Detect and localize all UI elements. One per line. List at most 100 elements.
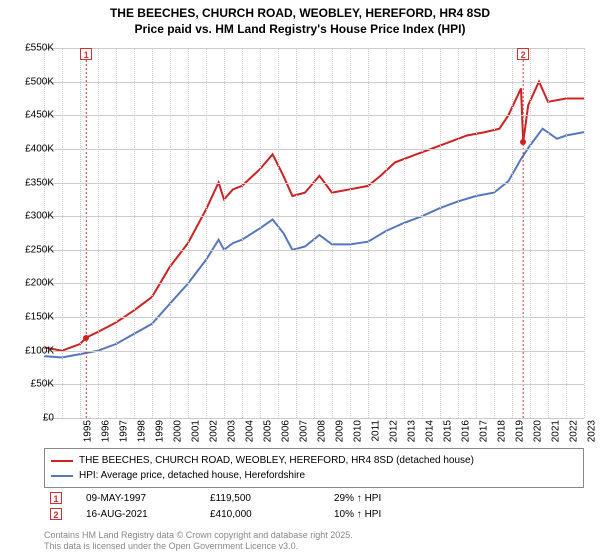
legend-label-hpi: HPI: Average price, detached house, Here… — [79, 468, 305, 483]
x-axis-label: 1995 — [83, 420, 94, 442]
y-axis-label: £500K — [14, 76, 54, 87]
event-dot — [520, 139, 526, 145]
gridline-v — [530, 48, 531, 418]
gridline-v — [584, 48, 585, 418]
y-axis-label: £450K — [14, 110, 54, 121]
gridline-v — [350, 48, 351, 418]
x-axis-label: 2018 — [497, 420, 508, 442]
gridline-v — [512, 48, 513, 418]
x-axis-label: 2004 — [245, 420, 256, 442]
x-axis-label: 2006 — [281, 420, 292, 442]
gridline-v — [566, 48, 567, 418]
x-axis-label: 2008 — [317, 420, 328, 442]
gridline-v — [206, 48, 207, 418]
event-delta-2: 10% ↑ HPI — [334, 509, 381, 520]
x-axis-label: 2011 — [371, 420, 382, 442]
x-axis-label: 1999 — [155, 420, 166, 442]
x-axis-label: 2014 — [425, 420, 436, 442]
y-axis-label: £550K — [14, 43, 54, 54]
x-axis-label: 2003 — [227, 420, 238, 442]
gridline-v — [116, 48, 117, 418]
gridline-v — [62, 48, 63, 418]
event-date-1: 09-MAY-1997 — [86, 493, 186, 504]
legend-label-price-paid: THE BEECHES, CHURCH ROAD, WEOBLEY, HEREF… — [79, 453, 474, 468]
gridline-v — [296, 48, 297, 418]
y-axis-label: £400K — [14, 143, 54, 154]
footnote-line1: Contains HM Land Registry data © Crown c… — [44, 530, 584, 541]
event-marker-1: 1 — [50, 492, 62, 504]
gridline-h — [44, 418, 584, 419]
x-axis-label: 2022 — [569, 420, 580, 442]
gridline-v — [80, 48, 81, 418]
x-axis-label: 2002 — [209, 420, 220, 442]
legend-row-price-paid: THE BEECHES, CHURCH ROAD, WEOBLEY, HEREF… — [51, 453, 577, 468]
gridline-v — [98, 48, 99, 418]
event-date-2: 16-AUG-2021 — [86, 509, 186, 520]
y-axis-label: £200K — [14, 278, 54, 289]
x-axis-label: 2001 — [191, 420, 202, 442]
chart-plot-area: 1995199619971998199920002001200220032004… — [44, 48, 584, 418]
x-axis-label: 2012 — [389, 420, 400, 442]
gridline-v — [170, 48, 171, 418]
footnote: Contains HM Land Registry data © Crown c… — [44, 530, 584, 552]
title-line2: Price paid vs. HM Land Registry's House … — [0, 22, 600, 38]
x-axis-label: 2019 — [515, 420, 526, 442]
gridline-v — [224, 48, 225, 418]
event-top-marker: 1 — [80, 48, 92, 60]
gridline-v — [494, 48, 495, 418]
x-axis-label: 2015 — [443, 420, 454, 442]
x-axis-label: 2023 — [587, 420, 598, 442]
gridline-v — [458, 48, 459, 418]
event-marker-2: 2 — [50, 508, 62, 520]
gridline-v — [440, 48, 441, 418]
x-axis-label: 2005 — [263, 420, 274, 442]
x-axis-label: 2013 — [407, 420, 418, 442]
y-axis-label: £150K — [14, 312, 54, 323]
gridline-v — [548, 48, 549, 418]
chart-title: THE BEECHES, CHURCH ROAD, WEOBLEY, HEREF… — [0, 0, 600, 37]
event-delta-1: 29% ↑ HPI — [334, 493, 381, 504]
gridline-v — [260, 48, 261, 418]
gridline-v — [404, 48, 405, 418]
legend-swatch-hpi — [51, 475, 73, 477]
events-table: 1 09-MAY-1997 £119,500 29% ↑ HPI 2 16-AU… — [44, 490, 584, 522]
y-axis-label: £100K — [14, 345, 54, 356]
gridline-v — [386, 48, 387, 418]
x-axis-label: 1998 — [137, 420, 148, 442]
x-axis-label: 1996 — [101, 420, 112, 442]
title-line1: THE BEECHES, CHURCH ROAD, WEOBLEY, HEREF… — [0, 6, 600, 22]
gridline-v — [188, 48, 189, 418]
gridline-v — [476, 48, 477, 418]
event-price-2: £410,000 — [210, 509, 310, 520]
x-axis-label: 2020 — [533, 420, 544, 442]
y-axis-label: £350K — [14, 177, 54, 188]
gridline-v — [314, 48, 315, 418]
gridline-v — [422, 48, 423, 418]
y-axis-label: £300K — [14, 211, 54, 222]
gridline-v — [368, 48, 369, 418]
footnote-line2: This data is licensed under the Open Gov… — [44, 541, 584, 552]
legend-swatch-price-paid — [51, 460, 73, 462]
event-row-1: 1 09-MAY-1997 £119,500 29% ↑ HPI — [44, 490, 584, 506]
gridline-v — [332, 48, 333, 418]
gridline-v — [44, 48, 45, 418]
legend-box: THE BEECHES, CHURCH ROAD, WEOBLEY, HEREF… — [44, 448, 584, 488]
event-top-marker: 2 — [517, 48, 529, 60]
gridline-v — [278, 48, 279, 418]
x-axis-label: 2017 — [479, 420, 490, 442]
event-dot — [83, 335, 89, 341]
x-axis-label: 2016 — [461, 420, 472, 442]
gridline-v — [242, 48, 243, 418]
x-axis-label: 2009 — [335, 420, 346, 442]
y-axis-label: £0 — [14, 413, 54, 424]
x-axis-label: 1997 — [119, 420, 130, 442]
y-axis-label: £50K — [14, 379, 54, 390]
event-price-1: £119,500 — [210, 493, 310, 504]
x-axis-label: 2000 — [173, 420, 184, 442]
x-axis-label: 2021 — [551, 420, 562, 442]
legend-row-hpi: HPI: Average price, detached house, Here… — [51, 468, 577, 483]
x-axis-label: 2010 — [353, 420, 364, 442]
event-row-2: 2 16-AUG-2021 £410,000 10% ↑ HPI — [44, 506, 584, 522]
gridline-v — [134, 48, 135, 418]
y-axis-label: £250K — [14, 244, 54, 255]
